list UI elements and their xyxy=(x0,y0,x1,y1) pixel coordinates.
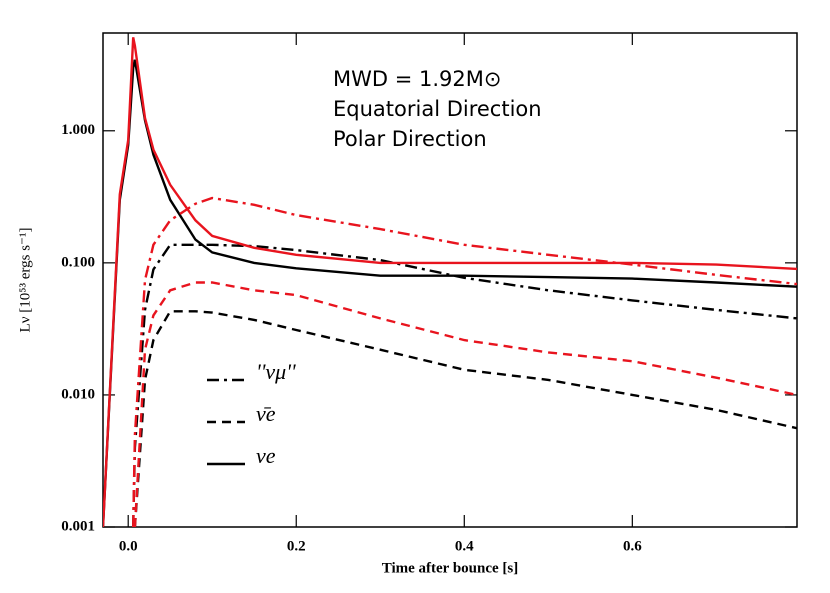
x-axis-label: Time after bounce [s] xyxy=(382,560,519,576)
y-axis-label: Lν [10⁵³ ergs s⁻¹] xyxy=(17,228,33,333)
y-tick-label: 0.010 xyxy=(61,386,95,402)
series-line xyxy=(133,281,797,527)
series-line xyxy=(103,59,797,527)
y-tick-label: 1.000 xyxy=(61,122,95,138)
legend-label: ν̄e xyxy=(256,401,276,426)
legend-label: ''νμ'' xyxy=(256,359,296,384)
annotation: Equatorial Direction xyxy=(333,97,542,121)
series-line xyxy=(132,196,797,527)
series-line xyxy=(133,310,797,527)
legend-label: νe xyxy=(256,443,276,468)
x-tick-label: 0.4 xyxy=(455,538,474,554)
x-tick-label: 0.6 xyxy=(623,538,642,554)
series-line xyxy=(132,243,797,527)
annotation: Polar Direction xyxy=(333,127,487,151)
y-tick-label: 0.001 xyxy=(61,518,95,534)
series-line xyxy=(103,37,797,527)
x-tick-label: 0.0 xyxy=(119,538,138,554)
annotation: MWD = 1.92M⊙ xyxy=(333,67,501,91)
y-tick-label: 0.100 xyxy=(61,254,95,270)
x-tick-label: 0.2 xyxy=(287,538,306,554)
plot-frame xyxy=(102,32,798,528)
